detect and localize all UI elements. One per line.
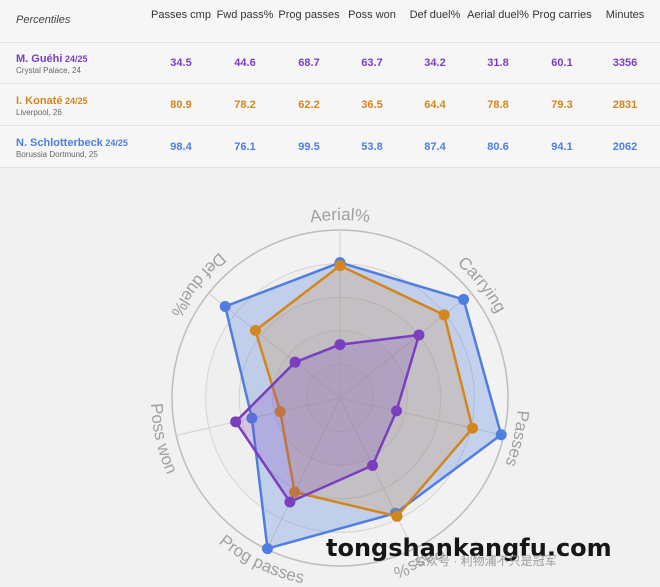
column-header: Prog carries <box>532 9 592 21</box>
player-club-age: Liverpool, 26 <box>16 108 62 117</box>
column-header: Poss won <box>348 9 396 21</box>
radar-data-point <box>458 293 470 305</box>
table-cell: 31.8 <box>487 57 509 69</box>
table-cell: 78.8 <box>487 99 509 111</box>
player-season: 24/25 <box>62 96 88 106</box>
table-cell: 34.5 <box>170 57 192 69</box>
radar-series-polygon <box>254 264 474 518</box>
player-club-age: Crystal Palace, 24 <box>16 66 81 75</box>
radar-data-point <box>367 460 379 472</box>
table-header: Percentiles Passes cmp Fwd pass% Prog pass… <box>0 0 660 43</box>
player-row: M. Guéhi 24/25 Crystal Palace, 24 34.5 44.6… <box>0 42 660 84</box>
player-season: 24/25 <box>62 54 88 64</box>
column-header: Fwd pass% <box>216 9 274 21</box>
table-cell: 76.1 <box>234 141 256 153</box>
table-cell: 87.4 <box>424 141 446 153</box>
table-cell: 68.7 <box>298 57 320 69</box>
radar-spoke <box>208 292 341 399</box>
player-season: 24/25 <box>102 138 128 148</box>
radar-data-point <box>334 260 346 272</box>
table-cell: 98.4 <box>170 141 192 153</box>
column-header: Minutes <box>605 9 645 21</box>
radar-data-point <box>391 510 403 522</box>
player-club-age: Borussia Dortmund, 25 <box>16 150 98 159</box>
player-name: N. Schlotterbeck 24/25 <box>16 137 128 149</box>
table-cell: 34.2 <box>424 57 446 69</box>
radar-spoke <box>266 397 341 550</box>
radar-data-point <box>261 543 273 555</box>
player-row: I. Konaté 24/25 Liverpool, 26 80.9 78.2 62.2… <box>0 84 660 126</box>
player-name-text: I. Konaté <box>16 95 63 107</box>
player-name-text: M. Guéhi <box>16 53 63 65</box>
table-cell: 99.5 <box>298 141 320 153</box>
radar-data-point <box>249 325 261 337</box>
radar-axis-label: Aerial% <box>309 205 371 226</box>
table-cell: 94.1 <box>551 141 573 153</box>
table-cell: 79.3 <box>551 99 573 111</box>
table-cell: 78.2 <box>234 99 256 111</box>
table-cell: 44.6 <box>234 57 256 69</box>
radar-spoke <box>339 397 414 550</box>
table-cell: 63.7 <box>361 57 383 69</box>
table-cell: 60.1 <box>551 57 573 69</box>
table-cell: 80.9 <box>170 99 192 111</box>
column-header: Def duel% <box>409 9 461 21</box>
radar-axis-label-text: Aerial% <box>309 205 371 226</box>
column-header: Prog passes <box>278 9 340 21</box>
table-corner-label: Percentiles <box>16 14 71 26</box>
table-cell: 80.6 <box>487 141 509 153</box>
player-row: N. Schlotterbeck 24/25 Borussia Dortmund,… <box>0 126 660 168</box>
table-cell: 2831 <box>612 99 638 111</box>
column-header: Passes cmp <box>151 9 211 21</box>
radar-data-point <box>334 339 346 351</box>
player-name: I. Konaté 24/25 <box>16 95 87 107</box>
table-cell: 36.5 <box>361 99 383 111</box>
table-cell: 64.4 <box>424 99 446 111</box>
radar-data-point <box>413 329 425 341</box>
radar-data-point <box>230 416 242 428</box>
radar-data-point <box>246 412 258 424</box>
player-name: M. Guéhi 24/25 <box>16 53 87 65</box>
radar-data-point <box>467 422 479 434</box>
player-name-text: N. Schlotterbeck <box>16 137 103 149</box>
radar-data-point <box>495 429 507 441</box>
watermark-subtext: 公众号 · 利物浦不只是冠军 <box>414 554 557 568</box>
table-cell: 53.8 <box>361 141 383 153</box>
column-header: Aerial duel% <box>467 9 529 21</box>
radar-spoke <box>339 292 472 399</box>
radar-data-point <box>438 309 450 321</box>
radar-data-point <box>219 300 231 312</box>
table-cell: 2062 <box>612 141 638 153</box>
table-cell: 62.2 <box>298 99 320 111</box>
radar-data-point <box>289 486 301 498</box>
radar-spoke <box>176 397 341 436</box>
table-cell: 3356 <box>612 57 638 69</box>
radar-data-point <box>284 496 296 508</box>
radar-data-point <box>391 405 403 417</box>
radar-data-point <box>289 356 301 368</box>
watermark-text: tongshankangfu.com <box>326 534 612 562</box>
radar-data-point <box>274 406 286 418</box>
percentiles-table: Percentiles Passes cmp Fwd pass% Prog pass… <box>0 0 660 168</box>
